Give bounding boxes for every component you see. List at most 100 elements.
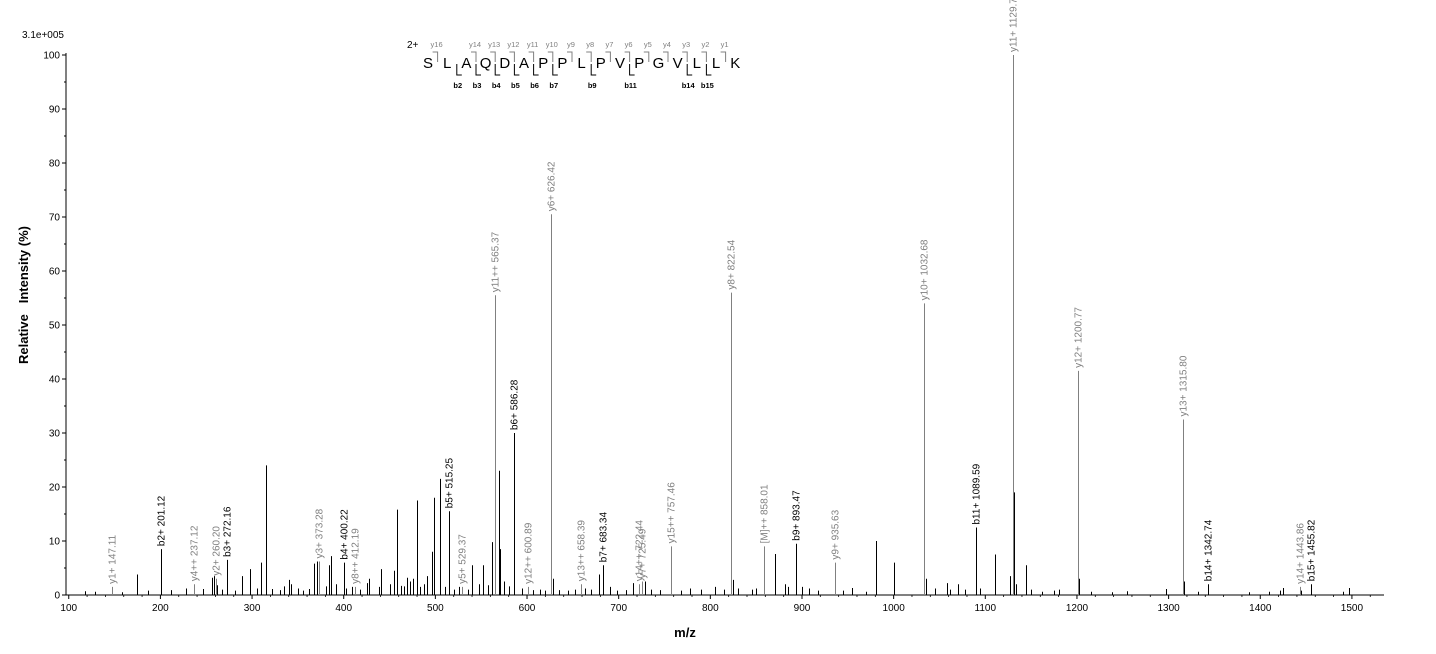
b-ion-bracket [686, 64, 693, 76]
x-tick-label: 300 [244, 603, 261, 614]
x-axis-title: m/z [674, 625, 696, 640]
peak-label: b6+ 586.28 [510, 379, 521, 430]
y-tick-label: 0 [54, 591, 60, 602]
y-ion-bracket [471, 51, 477, 62]
sequence-residue: Q [480, 55, 492, 72]
peak-label: y9+ 935.63 [831, 509, 842, 559]
sequence-residue: P [538, 55, 548, 72]
sequence-residue: L [577, 55, 585, 72]
peak-label: b3+ 272.16 [223, 506, 234, 557]
b-ion-bracket [629, 64, 635, 76]
sequence-residue: D [499, 55, 510, 72]
peak-label: y12+ 1200.77 [1074, 307, 1085, 368]
b-ion-label: b3 [473, 81, 482, 90]
x-tick-label: 1300 [1157, 603, 1180, 614]
sequence-residue: L [712, 55, 720, 72]
y-tick-label: 40 [49, 375, 61, 386]
y-tick-label: 50 [49, 321, 61, 332]
b-ion-bracket [705, 64, 712, 76]
x-tick-label: 1200 [1066, 603, 1089, 614]
x-tick-label: 1400 [1249, 603, 1272, 614]
x-tick-label: 700 [610, 603, 627, 614]
y-ion-label: y8 [586, 40, 594, 49]
y-ion-label: y10 [546, 40, 558, 49]
sequence-residue: V [615, 55, 625, 72]
peak-label: y7+ 725.49 [638, 528, 649, 578]
b-ion-label: b9 [588, 81, 597, 90]
peak-label: b15+ 1455.82 [1307, 519, 1318, 581]
peak-label: b2+ 201.12 [157, 495, 168, 546]
x-tick-label: 200 [152, 603, 169, 614]
b-ion-label: b6 [530, 81, 539, 90]
y-tick-label: 80 [49, 159, 61, 170]
y-ion-label: y12 [507, 40, 519, 49]
b-ion-label: b4 [492, 81, 502, 90]
y-tick-label: 20 [49, 483, 61, 494]
x-tick-label: 1000 [883, 603, 906, 614]
b-ion-bracket [475, 64, 481, 76]
peak-label: y10+ 1032.68 [920, 239, 931, 300]
y-axis-title: Relative Intensity (%) [16, 226, 31, 364]
peak-label: y8++ 412.19 [351, 528, 362, 584]
y-ion-label: y3 [682, 40, 690, 49]
peak-label: y14+ 1443.86 [1296, 523, 1307, 584]
x-tick-label: 900 [794, 603, 811, 614]
sequence-residue: A [461, 55, 471, 72]
sequence-residue: A [519, 55, 529, 72]
y-ion-label: y6 [625, 40, 633, 49]
sequence-residue: P [634, 55, 644, 72]
peak-label: b7+ 683.34 [599, 512, 610, 563]
y-tick-label: 30 [49, 429, 61, 440]
y-tick-label: 60 [49, 267, 61, 278]
y-ion-bracket [586, 51, 592, 62]
plot-area: 0 10 20 30 40 50 60 70 80 90 100 100 200 300 400 500 600… [43, 0, 1384, 614]
peak-label: y15++ 757.46 [667, 482, 678, 544]
peak-label: b14+ 1342.74 [1204, 519, 1215, 581]
y-ion-bracket [567, 51, 573, 62]
y-tick-label: 100 [43, 51, 60, 62]
sequence-residue: K [730, 55, 740, 72]
x-tick-label: 1500 [1341, 603, 1364, 614]
b-ion-label: b11 [624, 81, 637, 90]
y-ion-bracket [720, 51, 727, 62]
peak-label: y14++ 722.44 [635, 520, 646, 582]
peak-label: y11++ 565.37 [491, 231, 502, 292]
y-ion-label: y11 [527, 40, 539, 49]
peak-label: y11+ 1129.73 [1009, 0, 1020, 52]
y-ion-label: y2 [701, 40, 709, 49]
peak-label: y5+ 529.37 [458, 534, 469, 584]
y-tick-label: 70 [49, 213, 61, 224]
y-ion-bracket [624, 51, 631, 62]
y-tick-label: 90 [49, 105, 61, 116]
peak-label: y2+ 260.20 [212, 526, 223, 576]
b-ion-bracket [552, 64, 558, 76]
b-ion-label: b7 [549, 81, 558, 90]
peak-label: b5+ 515.25 [445, 458, 456, 509]
y-ion-label: y5 [644, 40, 652, 49]
peak-label: y12++ 600.89 [524, 522, 535, 584]
sequence-residue: P [557, 55, 567, 72]
y-ion-label: y13 [488, 40, 500, 49]
peak-label: b9+ 893.47 [792, 490, 803, 541]
y-ion-label: y1 [721, 40, 729, 49]
y-ion-label: y9 [567, 40, 575, 49]
sequence-residue: L [443, 55, 451, 72]
b-ion-bracket [533, 64, 539, 76]
y-ion-label: y14 [469, 40, 481, 49]
y-ion-bracket [528, 51, 535, 62]
b-ion-bracket [494, 64, 501, 76]
sequence-residue: G [653, 55, 665, 72]
y-ion-bracket [605, 51, 611, 62]
peak-label: y6+ 626.42 [547, 161, 558, 211]
sequence-residue: L [693, 55, 701, 72]
peak-label: y13+ 1315.80 [1179, 355, 1190, 416]
y-ion-bracket [432, 51, 439, 62]
y-ion-bracket [663, 51, 669, 62]
x-tick-label: 600 [519, 603, 536, 614]
sequence-residue: S [423, 55, 433, 72]
charge-state-label: 2+ [407, 40, 419, 51]
y-ion-bracket [509, 51, 515, 62]
peak-label: y8+ 822.54 [727, 239, 738, 289]
b-ion-bracket [590, 64, 597, 76]
